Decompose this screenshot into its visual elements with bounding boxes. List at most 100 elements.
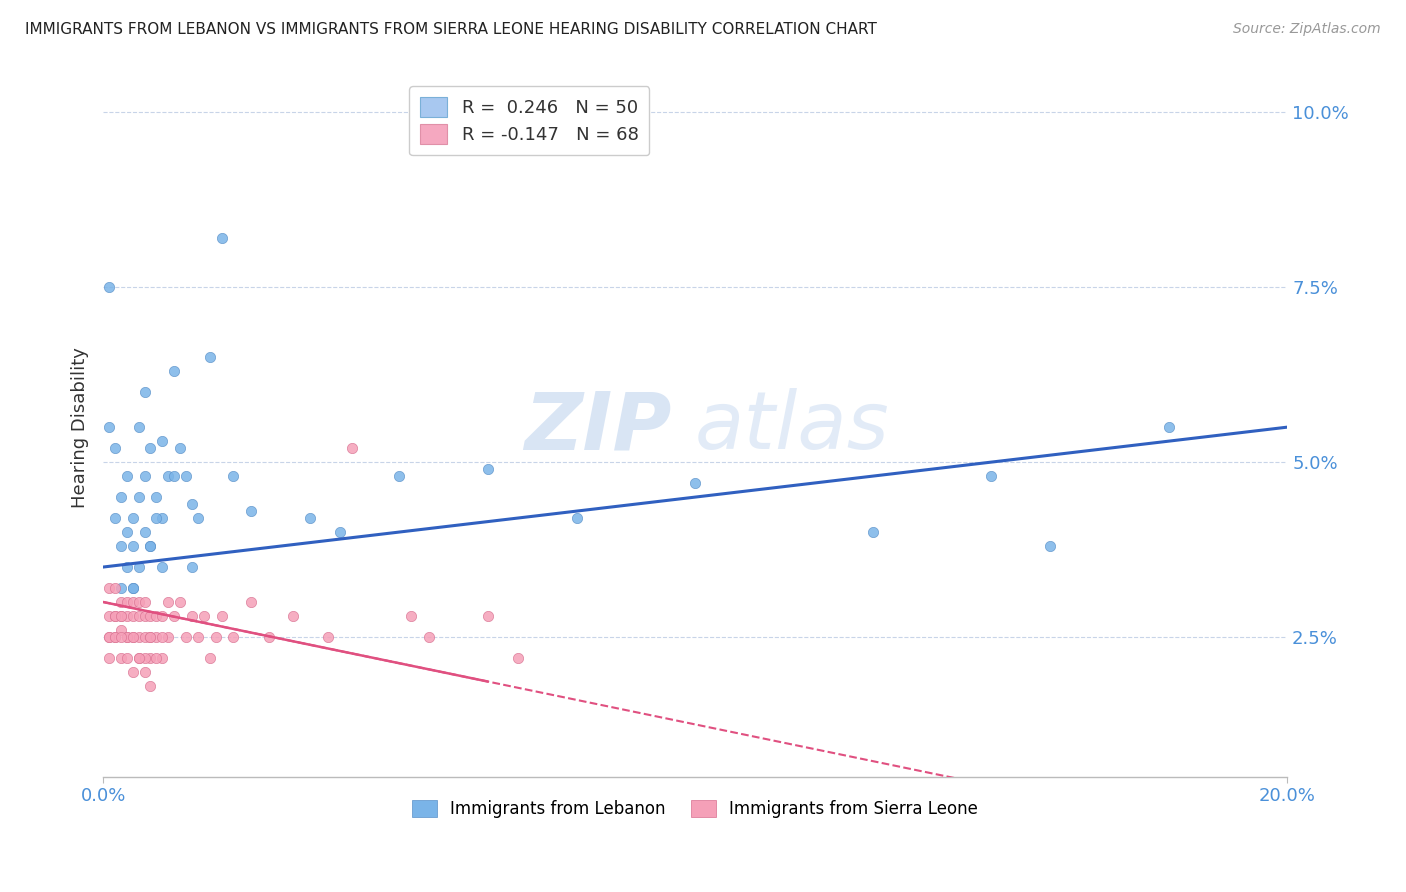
Point xyxy=(139,630,162,644)
Point xyxy=(477,462,499,476)
Point xyxy=(121,595,143,609)
Point xyxy=(110,539,132,553)
Point xyxy=(181,609,204,624)
Point xyxy=(150,434,173,449)
Point xyxy=(128,630,150,644)
Point xyxy=(110,595,132,609)
Point xyxy=(281,609,304,624)
Point xyxy=(139,609,162,624)
Point xyxy=(388,469,411,483)
Point xyxy=(145,490,167,504)
Point xyxy=(157,469,180,483)
Point xyxy=(121,581,143,595)
Point xyxy=(145,651,167,665)
Text: ZIP: ZIP xyxy=(524,388,672,467)
Point xyxy=(150,511,173,525)
Point xyxy=(1157,420,1180,434)
Point xyxy=(115,609,138,624)
Point xyxy=(329,524,352,539)
Point xyxy=(211,231,233,245)
Point xyxy=(163,609,186,624)
Point xyxy=(115,469,138,483)
Point xyxy=(104,511,127,525)
Point xyxy=(980,469,1002,483)
Text: atlas: atlas xyxy=(695,388,890,467)
Point xyxy=(257,630,280,644)
Point xyxy=(121,539,143,553)
Point xyxy=(110,623,132,637)
Point xyxy=(134,524,156,539)
Point xyxy=(134,385,156,400)
Point xyxy=(187,630,209,644)
Point xyxy=(181,560,204,574)
Point xyxy=(240,595,263,609)
Point xyxy=(169,595,191,609)
Point xyxy=(128,609,150,624)
Point xyxy=(104,609,127,624)
Point xyxy=(98,581,121,595)
Y-axis label: Hearing Disability: Hearing Disability xyxy=(72,347,89,508)
Point xyxy=(139,679,162,693)
Point xyxy=(169,441,191,455)
Point xyxy=(145,630,167,644)
Point xyxy=(163,364,186,378)
Point xyxy=(134,630,156,644)
Point xyxy=(145,609,167,624)
Point xyxy=(104,441,127,455)
Point xyxy=(128,420,150,434)
Point xyxy=(98,651,121,665)
Point xyxy=(222,630,245,644)
Point xyxy=(121,665,143,679)
Point xyxy=(157,595,180,609)
Point xyxy=(198,651,221,665)
Point xyxy=(104,609,127,624)
Point xyxy=(110,630,132,644)
Point xyxy=(121,630,143,644)
Point xyxy=(174,469,197,483)
Point xyxy=(418,630,440,644)
Point xyxy=(115,524,138,539)
Point xyxy=(98,609,121,624)
Point xyxy=(98,280,121,294)
Point xyxy=(139,651,162,665)
Point xyxy=(399,609,422,624)
Point xyxy=(121,609,143,624)
Point xyxy=(181,497,204,511)
Text: Source: ZipAtlas.com: Source: ZipAtlas.com xyxy=(1233,22,1381,37)
Point xyxy=(110,651,132,665)
Point xyxy=(121,511,143,525)
Point xyxy=(115,560,138,574)
Legend: Immigrants from Lebanon, Immigrants from Sierra Leone: Immigrants from Lebanon, Immigrants from… xyxy=(405,793,984,824)
Point xyxy=(477,609,499,624)
Point xyxy=(110,490,132,504)
Point xyxy=(128,490,150,504)
Point xyxy=(104,581,127,595)
Point xyxy=(134,609,156,624)
Point xyxy=(139,539,162,553)
Point xyxy=(139,630,162,644)
Point xyxy=(240,504,263,518)
Point xyxy=(110,581,132,595)
Point xyxy=(128,651,150,665)
Point xyxy=(683,476,706,491)
Point xyxy=(145,511,167,525)
Point xyxy=(115,651,138,665)
Point xyxy=(134,595,156,609)
Point xyxy=(340,441,363,455)
Point xyxy=(134,469,156,483)
Point xyxy=(198,350,221,364)
Point xyxy=(862,524,884,539)
Point xyxy=(128,651,150,665)
Point xyxy=(115,595,138,609)
Point xyxy=(174,630,197,644)
Point xyxy=(299,511,322,525)
Point xyxy=(150,609,173,624)
Point xyxy=(134,651,156,665)
Point xyxy=(115,630,138,644)
Point xyxy=(150,630,173,644)
Text: IMMIGRANTS FROM LEBANON VS IMMIGRANTS FROM SIERRA LEONE HEARING DISABILITY CORRE: IMMIGRANTS FROM LEBANON VS IMMIGRANTS FR… xyxy=(25,22,877,37)
Point xyxy=(222,469,245,483)
Point xyxy=(128,595,150,609)
Point xyxy=(115,630,138,644)
Point xyxy=(139,441,162,455)
